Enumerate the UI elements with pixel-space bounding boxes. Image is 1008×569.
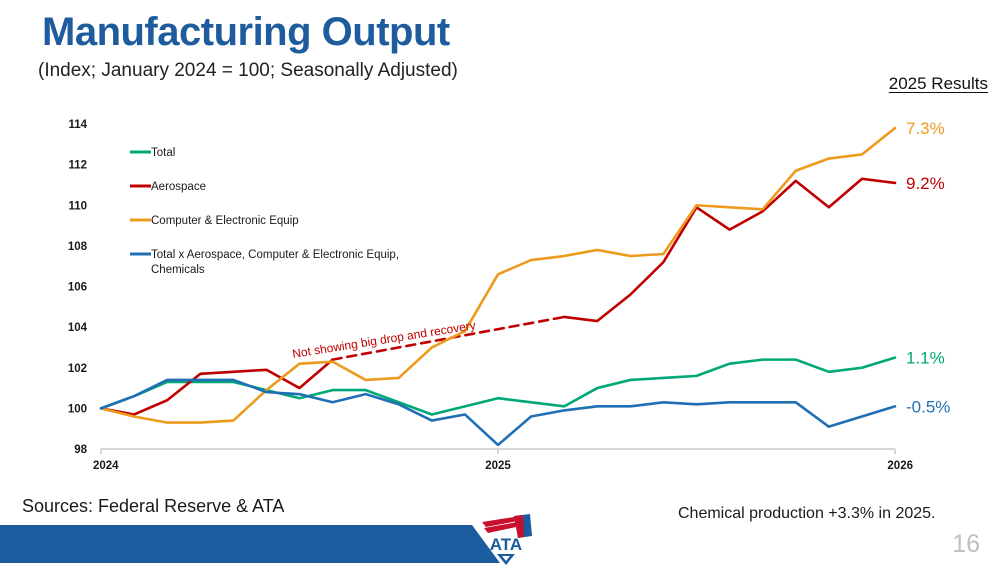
ata-logo-text: ATA [490,535,522,554]
chart-container: 98 100 102 104 106 108 110 112 114 2024 2025 2026 … [0,95,1008,485]
page-number: 16 [952,530,980,558]
series-end-label: 1.1% [906,349,945,368]
y-axis-tick-label: 108 [68,241,88,253]
x-axis-tick-label: 2025 [485,460,511,472]
legend-label: Computer & Electronic Equip [151,215,299,227]
x-axis-tick-labels: 2024 2025 2026 [93,460,913,472]
legend-item: Computer & Electronic Equip [130,215,299,227]
legend-item: Total [130,147,175,159]
series-end-label: 9.2% [906,174,945,193]
y-axis-tick-label: 100 [68,403,87,415]
sources-text: Sources: Federal Reserve & ATA [22,496,285,516]
series-end-label: 7.3% [906,119,945,138]
series-line [99,126,897,424]
page-subtitle: (Index; January 2024 = 100; Seasonally A… [38,60,458,81]
legend-label: Total x Aerospace, Computer & Electronic… [151,249,399,261]
series-line [562,177,897,323]
x-axis-tick-label: 2024 [93,460,119,472]
y-axis-tick-label: 110 [68,200,87,212]
page-title: Manufacturing Output [42,10,450,54]
legend-item: Total x Aerospace, Computer & Electronic… [130,249,399,276]
y-axis-tick-label: 112 [68,160,87,172]
chart-legend: Total Aerospace Computer & Electronic Equi… [130,147,399,276]
ata-logo: ATA [482,514,532,565]
y-axis-tick-label: 114 [68,119,87,131]
y-axis-tick-label: 104 [68,322,88,334]
series-line [99,378,897,447]
legend-label: Total [151,147,175,159]
footer-bar [0,525,500,563]
series-line [331,315,566,361]
legend-label: Chemicals [151,264,205,276]
series-line [99,358,334,416]
chart-axes [100,448,896,454]
y-axis-tick-label: 98 [74,444,87,456]
y-axis-tick-label: 102 [68,363,87,375]
chemical-production-note: Chemical production +3.3% in 2025. [678,505,936,522]
results-header-label: 2025 Results [888,74,988,93]
legend-item: Aerospace [130,181,206,193]
series-line [99,356,897,416]
series-end-labels: 7.3% 9.2% 1.1% -0.5% [906,119,950,416]
x-axis-tick-label: 2026 [887,460,913,472]
chart-series-lines [99,126,897,447]
y-axis-tick-label: 106 [68,282,87,294]
series-end-label: -0.5% [906,397,950,416]
legend-label: Aerospace [151,181,206,193]
y-axis-tick-labels: 98 100 102 104 106 108 110 112 114 [68,119,88,456]
